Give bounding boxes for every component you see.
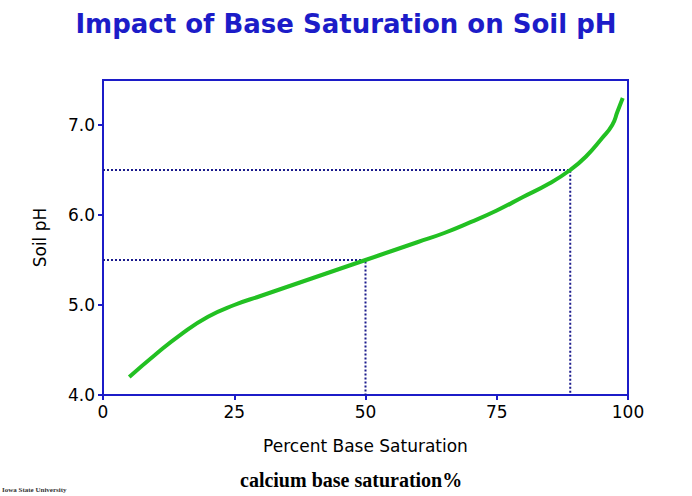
- svg-text:0: 0: [98, 402, 109, 422]
- svg-text:Percent Base Saturation: Percent Base Saturation: [263, 436, 468, 456]
- svg-text:5.0: 5.0: [68, 295, 95, 315]
- svg-text:7.0: 7.0: [68, 115, 95, 135]
- svg-text:calcium base saturation%: calcium base saturation%: [240, 469, 462, 491]
- svg-text:Iowa State University: Iowa State University: [2, 486, 67, 494]
- svg-text:Impact of Base Saturation on S: Impact of Base Saturation on Soil pH: [75, 9, 616, 39]
- svg-text:50: 50: [355, 402, 377, 422]
- svg-text:4.0: 4.0: [68, 385, 95, 405]
- svg-text:6.0: 6.0: [68, 205, 95, 225]
- svg-text:Soil pH: Soil pH: [30, 208, 50, 268]
- svg-text:25: 25: [223, 402, 245, 422]
- svg-text:75: 75: [486, 402, 508, 422]
- svg-text:100: 100: [612, 402, 644, 422]
